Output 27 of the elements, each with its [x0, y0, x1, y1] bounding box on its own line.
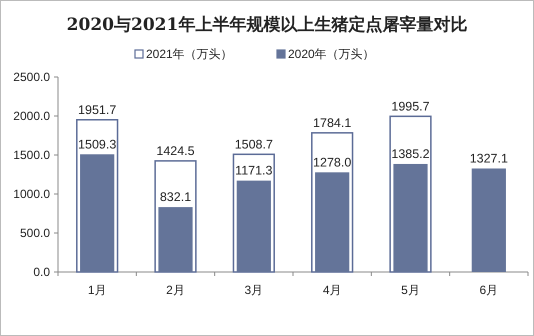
y-tick-label: 2000.0 [13, 109, 50, 123]
data-label: 1509.3 [78, 137, 116, 152]
y-tick-label: 0.0 [33, 265, 50, 279]
data-label: 1278.0 [313, 155, 352, 170]
data-label: 1995.7 [391, 99, 430, 114]
x-tick-label: 5月 [401, 283, 420, 297]
data-label: 1424.5 [156, 144, 195, 158]
chart-title: 2020与2021年上半年规模以上生猪定点屠宰量对比 [66, 15, 468, 35]
legend-label: 2020年（万头） [288, 47, 375, 61]
x-tick-label: 2月 [166, 283, 185, 297]
x-tick-label: 6月 [479, 283, 498, 297]
x-tick-label: 1月 [88, 283, 107, 297]
legend-label: 2021年（万头） [146, 47, 233, 61]
data-label: 1327.1 [470, 151, 508, 166]
data-label: 832.1 [160, 190, 192, 204]
y-tick-label: 1000.0 [13, 187, 50, 201]
x-tick-label: 4月 [322, 283, 342, 297]
data-label: 1385.2 [391, 146, 430, 161]
y-tick-label: 2500.0 [13, 70, 50, 84]
y-tick-label: 500.0 [20, 226, 50, 240]
data-label: 1171.3 [235, 164, 273, 178]
y-tick-label: 1500.0 [13, 148, 50, 162]
data-label: 1508.7 [234, 137, 273, 152]
x-tick-label: 3月 [244, 283, 264, 297]
bar [472, 168, 506, 272]
data-label: 1951.7 [78, 102, 116, 117]
data-label: 1784.1 [313, 116, 352, 130]
